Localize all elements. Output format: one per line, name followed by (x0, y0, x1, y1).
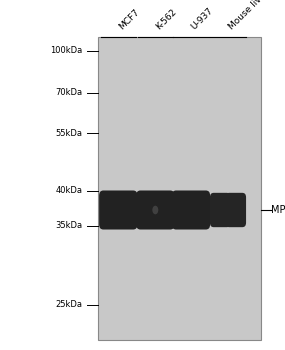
Text: MPG: MPG (271, 205, 285, 215)
Text: 35kDa: 35kDa (56, 221, 83, 230)
Text: 70kDa: 70kDa (56, 88, 83, 97)
Text: 100kDa: 100kDa (50, 46, 83, 55)
Text: Mouse liver: Mouse liver (227, 0, 270, 32)
FancyBboxPatch shape (136, 190, 174, 230)
FancyBboxPatch shape (99, 190, 137, 230)
FancyBboxPatch shape (225, 193, 246, 227)
Text: 25kDa: 25kDa (56, 300, 83, 309)
FancyBboxPatch shape (172, 190, 210, 230)
Bar (98, 37, 261, 340)
FancyBboxPatch shape (210, 193, 231, 227)
Text: MCF7: MCF7 (117, 8, 141, 32)
Text: 55kDa: 55kDa (56, 128, 83, 138)
Text: K-562: K-562 (154, 7, 178, 32)
Text: 40kDa: 40kDa (56, 186, 83, 195)
Text: U-937: U-937 (190, 6, 215, 31)
Ellipse shape (152, 206, 158, 214)
